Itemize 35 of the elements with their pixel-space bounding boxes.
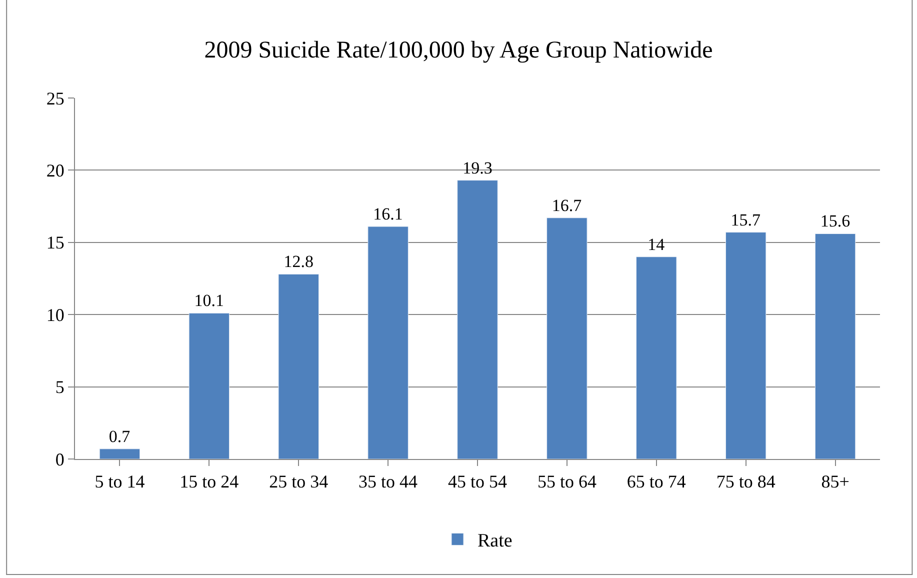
data-label: 14 bbox=[648, 234, 666, 254]
x-tick-label: 75 to 84 bbox=[716, 472, 776, 492]
x-tick-label: 5 to 14 bbox=[94, 472, 145, 492]
bar bbox=[368, 226, 408, 459]
legend-label: Rate bbox=[478, 530, 512, 552]
x-tick-label: 45 to 54 bbox=[448, 472, 508, 492]
y-tick-label: 10 bbox=[46, 304, 64, 325]
x-tick-label: 15 to 24 bbox=[180, 472, 239, 492]
bar bbox=[636, 256, 677, 459]
x-tick-label: 55 to 64 bbox=[537, 472, 596, 492]
data-label: 19.3 bbox=[462, 158, 492, 178]
y-tick-label: 5 bbox=[55, 377, 64, 398]
bar bbox=[814, 233, 856, 459]
bar bbox=[99, 448, 140, 459]
y-tick-label: 20 bbox=[46, 160, 64, 180]
data-label: 15.6 bbox=[820, 212, 850, 231]
x-tick-label: 25 to 34 bbox=[269, 472, 328, 492]
bar bbox=[725, 232, 766, 459]
data-label: 0.7 bbox=[108, 426, 131, 446]
data-label: 12.8 bbox=[284, 252, 314, 272]
x-tick-label: 65 to 74 bbox=[626, 472, 686, 492]
x-tick-label: 85+ bbox=[821, 472, 850, 492]
bar bbox=[457, 180, 498, 459]
data-label: 16.7 bbox=[552, 196, 582, 215]
y-tick-label: 15 bbox=[46, 232, 64, 253]
chart-title: 2009 Suicide Rate/100,000 by Age Group Natiowide bbox=[204, 37, 713, 64]
bar bbox=[546, 218, 588, 459]
x-tick-label: 35 to 44 bbox=[358, 472, 418, 492]
y-tick-label: 0 bbox=[55, 449, 64, 470]
data-label: 16.1 bbox=[373, 204, 403, 224]
y-tick-label: 25 bbox=[46, 88, 64, 108]
bar bbox=[188, 312, 230, 459]
data-label: 10.1 bbox=[194, 291, 224, 310]
data-label: 15.7 bbox=[730, 210, 761, 230]
bar bbox=[278, 274, 319, 459]
